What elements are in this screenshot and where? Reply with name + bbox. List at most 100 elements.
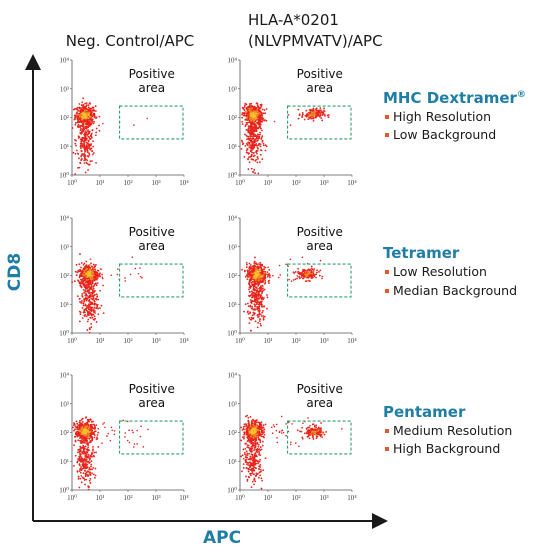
- data-point: [240, 455, 243, 458]
- data-point: [252, 122, 255, 125]
- data-point: [94, 310, 96, 312]
- data-point: [259, 474, 262, 477]
- data-point: [83, 132, 86, 135]
- x-tick-label: 10⁴: [179, 179, 189, 187]
- data-point: [261, 135, 264, 138]
- data-point: [250, 167, 253, 170]
- data-point: [248, 156, 250, 158]
- data-point: [263, 428, 265, 431]
- data-point: [87, 474, 90, 477]
- data-point: [258, 135, 261, 138]
- positive-point: [305, 276, 307, 278]
- data-point: [254, 475, 257, 477]
- data-point: [85, 137, 88, 140]
- data-point: [87, 430, 90, 433]
- data-point: [252, 436, 255, 439]
- data-point: [252, 285, 255, 287]
- data-point: [242, 457, 245, 460]
- data-point: [88, 462, 91, 464]
- data-point: [81, 136, 84, 139]
- data-point: [86, 421, 89, 423]
- data-point: [85, 145, 88, 148]
- data-point: [256, 301, 259, 303]
- data-point: [84, 135, 86, 138]
- background-point: [122, 419, 125, 422]
- data-point: [90, 309, 93, 311]
- x-tick-label: 10³: [319, 494, 328, 502]
- data-point: [264, 149, 267, 152]
- data-point: [246, 452, 249, 455]
- data-point: [253, 313, 256, 316]
- data-point: [259, 116, 262, 119]
- data-point: [71, 127, 74, 129]
- data-point: [262, 289, 264, 292]
- data-point: [261, 290, 264, 293]
- data-point: [245, 427, 248, 430]
- data-point: [98, 273, 101, 276]
- data-point: [87, 129, 89, 132]
- positive-point: [321, 119, 324, 122]
- data-point: [89, 455, 92, 458]
- data-point: [251, 296, 254, 299]
- data-point: [247, 419, 250, 422]
- data-point: [78, 470, 81, 472]
- data-point: [94, 317, 96, 320]
- data-point: [260, 112, 263, 114]
- data-point: [82, 106, 85, 109]
- data-point: [248, 262, 251, 265]
- data-point: [259, 428, 262, 431]
- data-point: [82, 288, 85, 291]
- background-point: [253, 444, 256, 447]
- data-point: [247, 428, 250, 431]
- data-point: [90, 286, 93, 289]
- data-point: [260, 286, 263, 289]
- data-point: [254, 107, 257, 110]
- data-point: [240, 139, 243, 142]
- data-point: [83, 300, 85, 303]
- data-point: [267, 280, 270, 283]
- data-point: [86, 298, 89, 300]
- data-point: [92, 295, 94, 297]
- data-point: [83, 127, 86, 130]
- data-point: [80, 127, 82, 130]
- background-point: [289, 124, 292, 126]
- data-point: [87, 266, 89, 269]
- data-point: [247, 141, 250, 144]
- data-point: [83, 152, 85, 155]
- data-point: [241, 116, 244, 119]
- positive-point: [310, 117, 313, 120]
- data-point: [240, 426, 243, 429]
- positive-point: [308, 115, 311, 118]
- data-point: [247, 468, 250, 471]
- background-point: [134, 267, 137, 270]
- data-point: [74, 122, 77, 124]
- data-point: [258, 310, 261, 313]
- data-point: [93, 279, 96, 282]
- data-point: [244, 144, 247, 147]
- data-point: [79, 477, 82, 480]
- data-point: [96, 303, 99, 306]
- data-point: [249, 311, 251, 314]
- background-point: [132, 446, 135, 448]
- data-point: [258, 471, 261, 474]
- background-point: [272, 424, 275, 426]
- data-point: [256, 326, 259, 329]
- x-tick-label: 10⁴: [347, 337, 357, 345]
- x-tick-label: 10⁰: [67, 494, 77, 502]
- data-point: [243, 425, 246, 428]
- data-point: [87, 488, 90, 491]
- data-point: [95, 131, 98, 134]
- data-point: [80, 155, 83, 158]
- data-point: [243, 106, 246, 108]
- data-point: [246, 444, 249, 446]
- data-point: [260, 421, 263, 424]
- data-point: [94, 265, 97, 268]
- data-point: [249, 291, 251, 293]
- data-point: [259, 133, 261, 136]
- positive-point: [315, 273, 317, 276]
- data-point: [91, 438, 94, 441]
- data-point: [88, 437, 91, 440]
- data-point: [81, 421, 84, 423]
- data-point: [76, 432, 79, 435]
- data-point: [81, 101, 84, 104]
